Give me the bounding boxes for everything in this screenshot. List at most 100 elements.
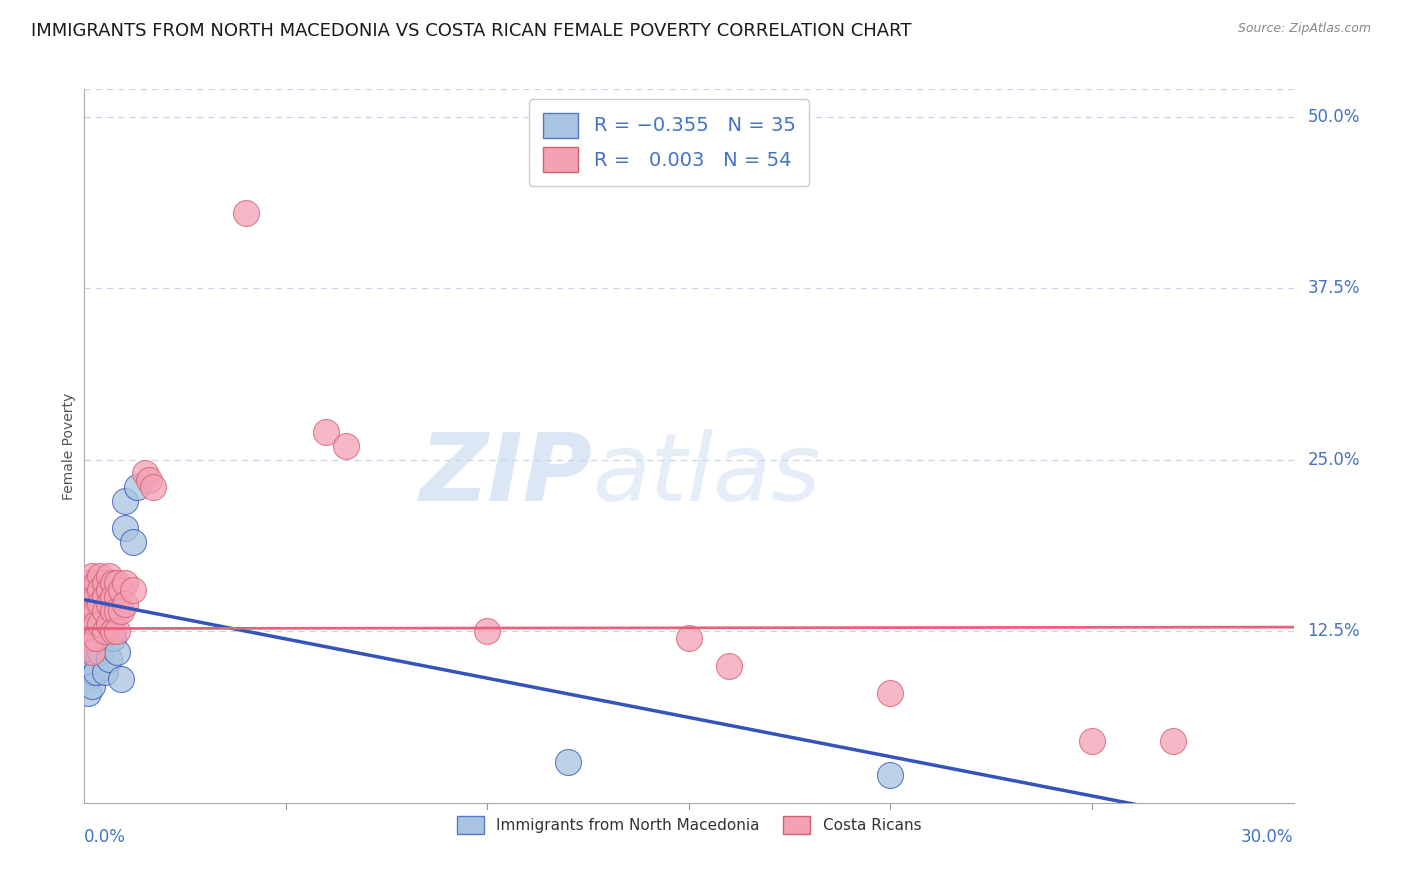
Text: Source: ZipAtlas.com: Source: ZipAtlas.com [1237,22,1371,36]
Point [93,624,115,639]
Point [89,617,111,632]
Y-axis label: Female Poverty: Female Poverty [62,392,76,500]
Point [86,624,108,639]
Point [82,610,104,624]
Point [93,665,115,680]
Text: 30.0%: 30.0% [1241,828,1294,846]
Point [110,673,132,687]
Point [86,576,108,591]
Point [101,590,124,604]
Point [114,494,136,508]
Point [77,673,100,687]
Point [97,617,120,632]
Point [82,569,104,583]
Point [97,617,120,632]
Point [105,576,128,591]
Point [101,631,124,645]
Point [114,576,136,591]
Point [97,597,120,611]
Point [138,473,160,487]
Text: IMMIGRANTS FROM NORTH MACEDONIA VS COSTA RICAN FEMALE POVERTY CORRELATION CHART: IMMIGRANTS FROM NORTH MACEDONIA VS COSTA… [31,22,911,40]
Point [89,590,111,604]
Point [86,665,108,680]
Point [82,665,104,680]
Point [77,576,100,591]
Point [77,604,100,618]
Point [93,590,115,604]
Point [77,590,100,604]
Point [134,467,156,481]
Point [86,631,108,645]
Point [89,597,111,611]
Legend: Immigrants from North Macedonia, Costa Ricans: Immigrants from North Macedonia, Costa R… [449,809,929,841]
Point [86,604,108,618]
Point [1081,734,1104,748]
Point [1161,734,1184,748]
Point [105,604,128,618]
Point [101,624,124,639]
Point [86,604,108,618]
Point [77,583,100,598]
Point [86,617,108,632]
Point [114,597,136,611]
Text: ZIP: ZIP [419,428,592,521]
Text: 37.5%: 37.5% [1308,279,1360,297]
Point [77,686,100,700]
Point [93,624,115,639]
Point [110,583,132,598]
Point [477,624,499,639]
Point [97,569,120,583]
Point [82,597,104,611]
Point [89,583,111,598]
Point [82,631,104,645]
Point [82,610,104,624]
Point [97,651,120,665]
Point [77,645,100,659]
Point [101,576,124,591]
Point [86,590,108,604]
Point [121,535,143,549]
Point [110,604,132,618]
Point [77,631,100,645]
Point [142,480,165,494]
Point [89,645,111,659]
Point [89,617,111,632]
Point [105,624,128,639]
Point [86,583,108,598]
Point [125,480,148,494]
Text: 0.0%: 0.0% [84,828,127,846]
Text: 25.0%: 25.0% [1308,450,1360,468]
Point [678,631,700,645]
Text: 12.5%: 12.5% [1308,623,1360,640]
Point [121,583,143,598]
Point [97,583,120,598]
Point [82,645,104,659]
Point [82,679,104,693]
Point [315,425,337,440]
Point [879,686,901,700]
Point [82,597,104,611]
Point [77,631,100,645]
Point [93,604,115,618]
Point [879,768,901,782]
Point [86,645,108,659]
Point [105,645,128,659]
Point [77,658,100,673]
Point [235,205,257,219]
Point [77,617,100,632]
Point [114,521,136,535]
Point [93,597,115,611]
Point [93,576,115,591]
Point [77,617,100,632]
Text: 50.0%: 50.0% [1308,108,1360,126]
Text: atlas: atlas [592,429,821,520]
Point [101,604,124,618]
Point [557,755,579,769]
Point [82,583,104,598]
Point [89,569,111,583]
Point [718,658,741,673]
Point [77,604,100,618]
Point [335,439,357,453]
Point [82,624,104,639]
Point [105,590,128,604]
